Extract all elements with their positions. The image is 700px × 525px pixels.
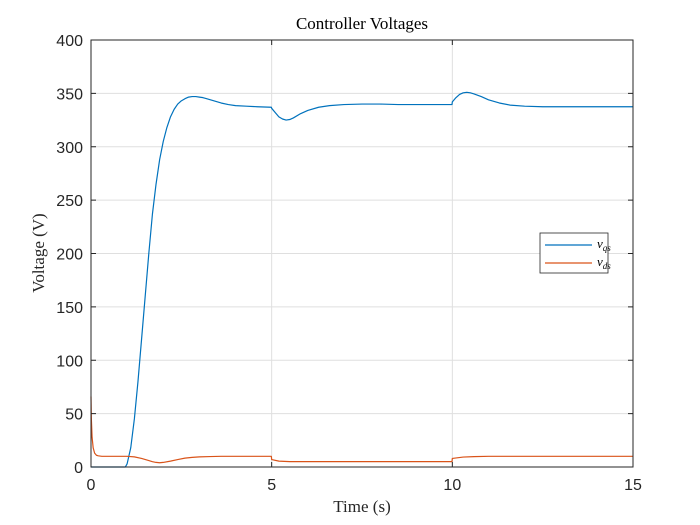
y-tick-label: 250: [56, 193, 83, 210]
y-tick-label: 200: [56, 247, 83, 264]
y-axis-label: Voltage (V): [29, 213, 48, 292]
x-axis-label: Time (s): [333, 497, 390, 516]
series-line-qs: [91, 91, 633, 468]
grid-lines: [91, 40, 633, 467]
y-tick-label: 100: [56, 353, 83, 370]
legend: vqs vds: [539, 232, 611, 274]
x-tick-label: 15: [624, 477, 642, 494]
legend-label-vds-sub: ds: [603, 261, 612, 271]
legend-box: [539, 232, 609, 274]
y-tick-label: 0: [74, 460, 83, 477]
x-tick-label: 5: [267, 477, 276, 494]
legend-label-vqs-main: v: [597, 236, 603, 251]
y-tick-label: 150: [56, 300, 83, 317]
x-tick-label: 0: [87, 477, 96, 494]
chart-title: Controller Voltages: [296, 14, 428, 33]
legend-label-vds-main: v: [597, 254, 603, 269]
y-tick-label: 300: [56, 140, 83, 157]
legend-label-vds: vds: [597, 254, 611, 271]
legend-label-vqs-sub: qs: [603, 243, 612, 253]
y-tick-label: 400: [56, 33, 83, 50]
x-tick-label: 10: [443, 477, 461, 494]
legend-label-vqs: vqs: [597, 236, 611, 253]
series-group: [90, 91, 633, 468]
axis-ticks: [90, 39, 634, 468]
y-tick-label: 50: [65, 407, 83, 424]
series-line-ds: [90, 396, 633, 464]
y-tick-label: 350: [56, 86, 83, 103]
